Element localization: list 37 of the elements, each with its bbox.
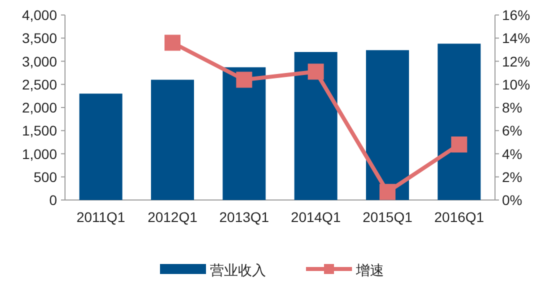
legend-label: 营业收入 xyxy=(210,262,266,278)
y-tick-label: 0 xyxy=(49,192,58,208)
point xyxy=(236,72,252,88)
y2-tick-label: 14% xyxy=(502,30,530,46)
y2-tick-label: 16% xyxy=(502,7,530,23)
bar xyxy=(366,50,409,200)
y-tick-label: 1,500 xyxy=(22,122,58,139)
x-tick-label: 2014Q1 xyxy=(290,209,341,225)
y-tick-label: 2,500 xyxy=(22,76,58,92)
point xyxy=(451,136,468,152)
y2-tick-label: 0% xyxy=(502,192,522,208)
bar xyxy=(222,67,266,200)
y-tick-label: 2,000 xyxy=(22,100,58,116)
y2-tick-label: 2% xyxy=(502,168,522,185)
y2-tick-label: 6% xyxy=(502,122,522,139)
point xyxy=(164,34,180,51)
bar xyxy=(79,94,122,200)
y2-tick-label: 8% xyxy=(502,100,522,116)
bar xyxy=(151,80,194,200)
y2-tick-label: 10% xyxy=(502,76,530,92)
y-tick-label: 3,000 xyxy=(22,53,58,70)
x-tick-label: 2013Q1 xyxy=(219,209,270,225)
legend-label: 增速 xyxy=(355,262,384,278)
y2-tick-label: 12% xyxy=(502,53,530,70)
y2-tick-label: 4% xyxy=(502,146,522,162)
y-tick-label: 1,000 xyxy=(22,146,58,162)
y-tick-label: 4,000 xyxy=(22,7,58,23)
y-tick-label: 500 xyxy=(34,168,58,185)
x-tick-label: 2012Q1 xyxy=(148,209,198,225)
x-tick-label: 2011Q1 xyxy=(76,209,126,225)
x-tick-label: 2016Q1 xyxy=(434,209,484,225)
y-tick-label: 3,500 xyxy=(22,30,58,46)
point xyxy=(380,184,396,200)
bar xyxy=(294,52,338,200)
x-tick-label: 2015Q1 xyxy=(362,209,413,225)
point xyxy=(308,64,324,80)
bar xyxy=(438,44,481,200)
